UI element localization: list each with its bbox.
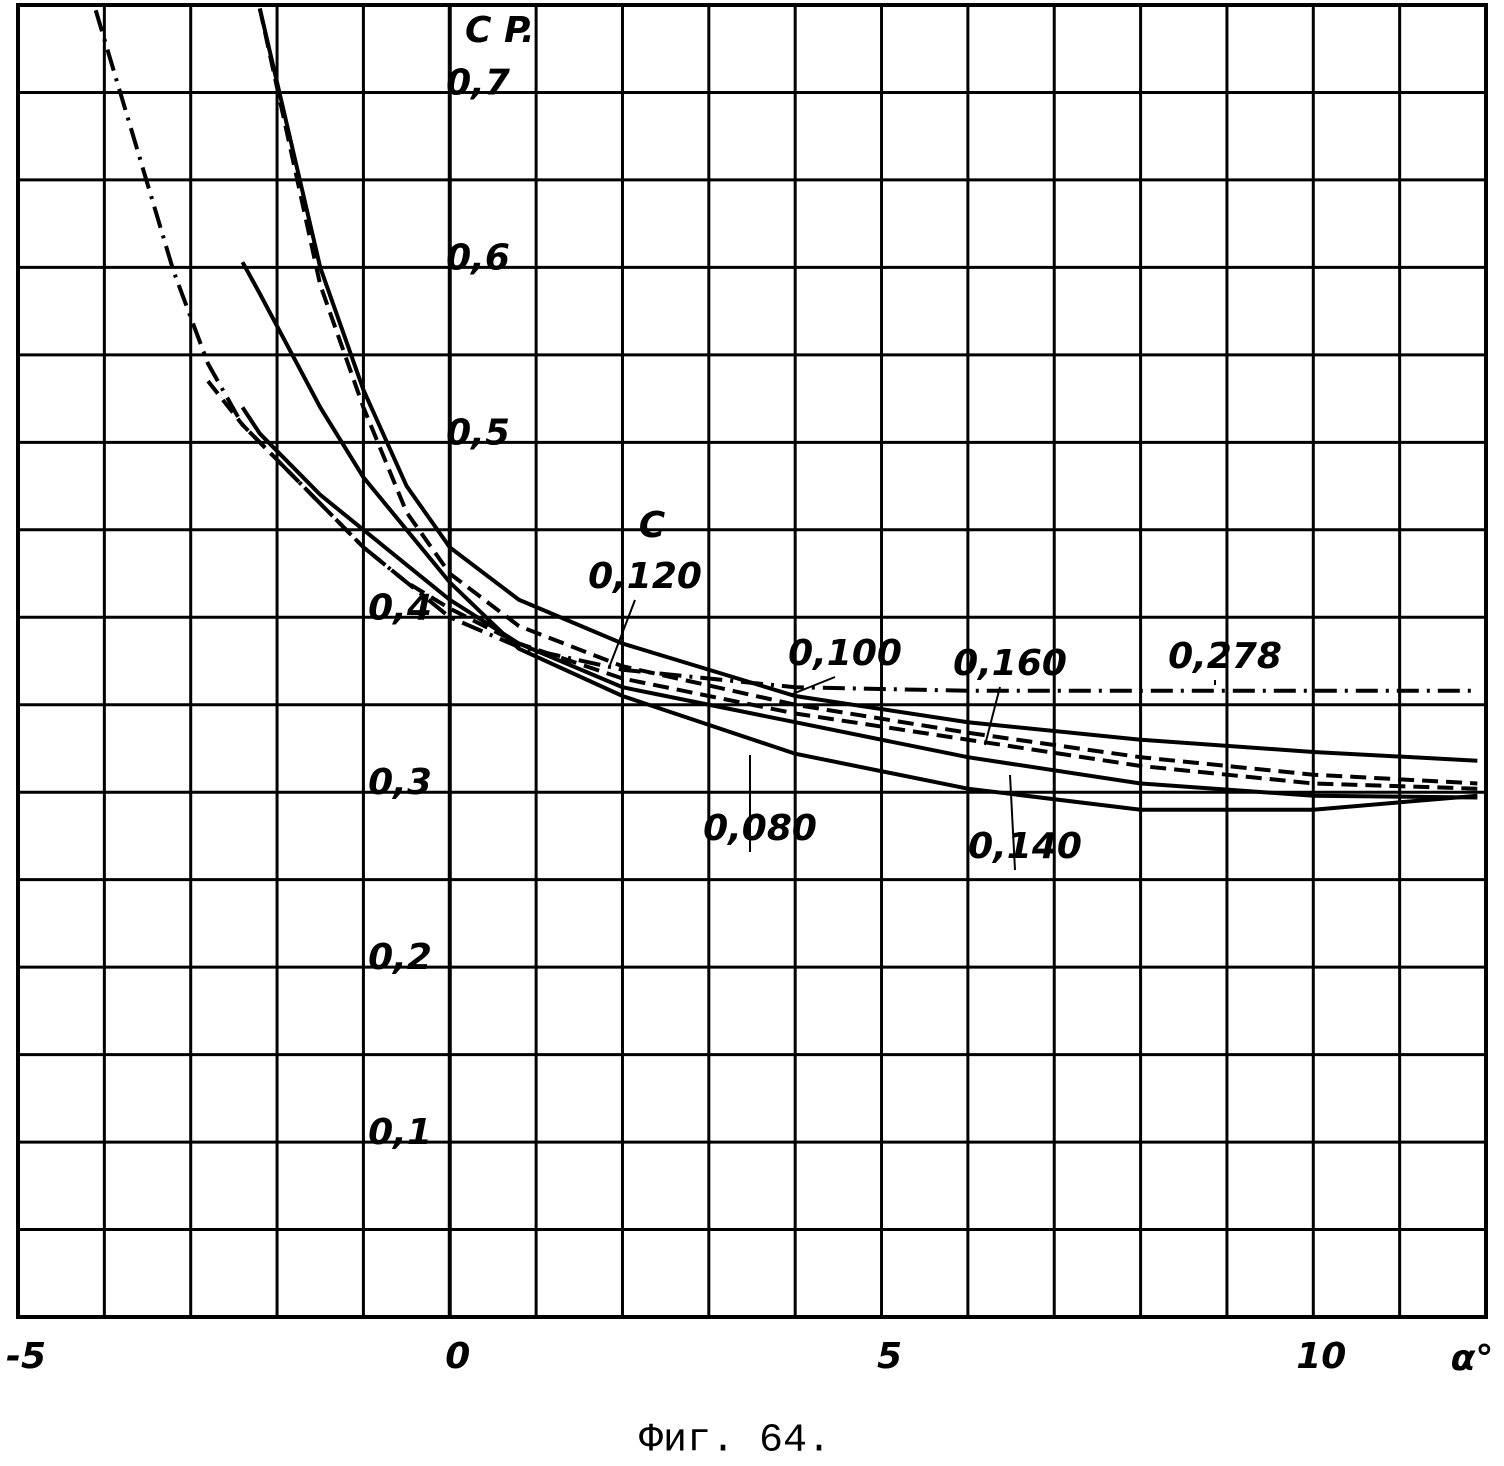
series-line (257, 8, 1478, 763)
y-tick-label: 0,6 (446, 237, 510, 278)
y-tick-label: 0,3 (368, 762, 432, 803)
leader-line (789, 676, 836, 696)
plot-frame (16, 3, 1488, 1319)
series-line (240, 261, 1478, 812)
y-tick-label: 0,7 (446, 62, 510, 103)
y-tick-label: 0,2 (368, 937, 432, 978)
series-label: 0,278 (1168, 636, 1282, 677)
series-line (257, 8, 1478, 786)
series-label: 0,120 (588, 556, 702, 597)
series-label: 0,080 (703, 808, 817, 849)
series-label: 0,100 (788, 633, 902, 674)
leader-line (984, 686, 1001, 746)
label-heading: C (639, 505, 666, 546)
leader-line (1009, 774, 1016, 871)
y-axis-label: C P. (465, 10, 535, 51)
x-axis-label: α° (1451, 1338, 1494, 1379)
x-tick-label: -5 (6, 1336, 46, 1377)
leader-line (609, 599, 636, 666)
series-line (206, 379, 1478, 791)
series-label: 0,160 (953, 643, 1067, 684)
y-tick-label: 0,5 (446, 412, 510, 453)
caption: Фиг. 64. (639, 1419, 831, 1464)
series-line (240, 406, 1478, 800)
x-tick-label: 10 (1296, 1336, 1346, 1377)
x-tick-label: 0 (445, 1336, 470, 1377)
series-label: 0,140 (968, 826, 1082, 867)
y-tick-label: 0,1 (368, 1112, 432, 1153)
x-tick-label: 5 (877, 1336, 902, 1377)
series-line (93, 9, 1478, 693)
